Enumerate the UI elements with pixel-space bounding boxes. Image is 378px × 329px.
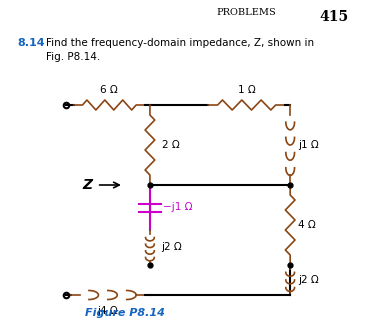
Text: 2 Ω: 2 Ω (161, 140, 179, 150)
Text: 6 Ω: 6 Ω (101, 85, 118, 95)
Text: 4 Ω: 4 Ω (298, 220, 316, 230)
Text: 415: 415 (319, 10, 348, 24)
Text: PROBLEMS: PROBLEMS (217, 8, 277, 17)
Text: Find the frequency-domain impedance, Z, shown in: Find the frequency-domain impedance, Z, … (46, 38, 314, 48)
Text: j4 Ω: j4 Ω (98, 306, 118, 316)
Text: j2 Ω: j2 Ω (161, 242, 182, 252)
Text: 1 Ω: 1 Ω (238, 85, 256, 95)
Text: 8.14: 8.14 (17, 38, 45, 48)
Text: j2 Ω: j2 Ω (298, 275, 319, 285)
Text: j1 Ω: j1 Ω (298, 140, 319, 150)
Text: Z: Z (82, 178, 92, 192)
Text: −j1 Ω: −j1 Ω (163, 203, 193, 213)
Text: Figure P8.14: Figure P8.14 (85, 308, 165, 318)
Text: Fig. P8.14.: Fig. P8.14. (46, 52, 101, 62)
